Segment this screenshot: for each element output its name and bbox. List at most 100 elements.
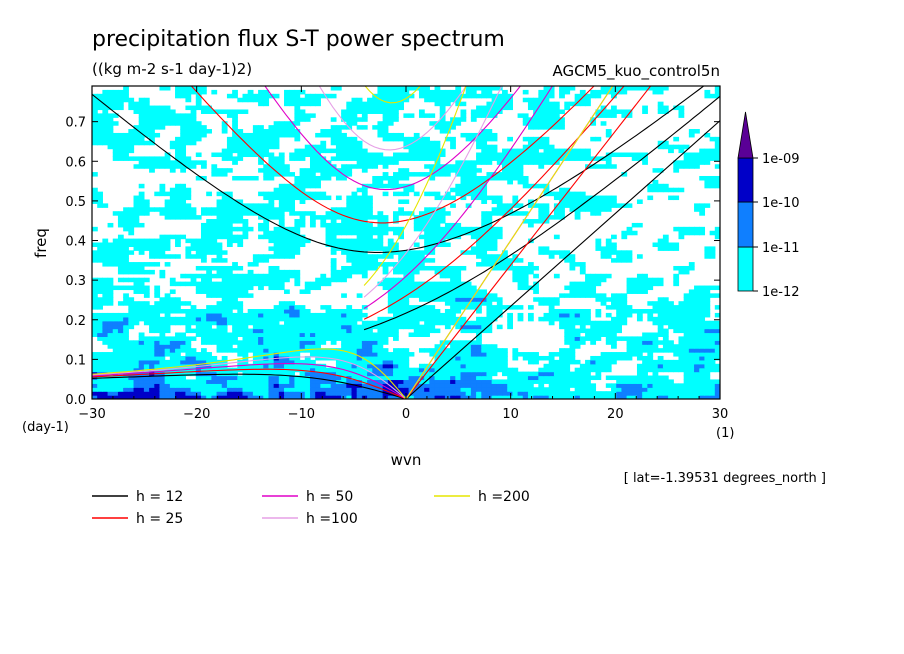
power-cell: [398, 207, 404, 212]
power-cell: [465, 348, 472, 353]
power-cell: [408, 320, 415, 326]
power-cell: [460, 226, 467, 232]
power-cell: [356, 207, 363, 212]
power-cell: [616, 387, 622, 392]
power-cell: [585, 375, 591, 381]
power-cell: [377, 316, 384, 322]
power-cell: [335, 168, 342, 173]
power-cell: [263, 281, 270, 287]
power-cell: [128, 395, 135, 399]
power-cell: [450, 297, 456, 302]
power-cell: [185, 215, 192, 220]
power-cell: [356, 250, 363, 255]
power-cell: [346, 254, 353, 259]
power-cell: [278, 156, 285, 161]
power-cell: [159, 309, 166, 314]
power-cell: [92, 328, 98, 334]
power-cell: [185, 379, 192, 384]
power-cell: [496, 324, 503, 330]
power-cell: [320, 144, 327, 150]
power-cell: [164, 324, 171, 330]
power-cell: [102, 328, 109, 334]
power-cell: [242, 312, 249, 318]
power-cell: [418, 375, 425, 381]
power-cell: [232, 238, 238, 244]
power-cell: [341, 207, 347, 212]
power-cell: [403, 352, 410, 357]
power-cell: [154, 387, 161, 392]
power-cell: [216, 242, 223, 248]
power-cell: [631, 379, 638, 384]
power-cell: [413, 132, 420, 138]
power-cell: [382, 285, 389, 291]
power-cell: [533, 359, 539, 365]
power-cell: [284, 363, 290, 369]
power-cell: [175, 160, 181, 165]
power-cell: [159, 113, 166, 118]
power-cell: [694, 301, 700, 306]
power-cell: [200, 132, 207, 138]
power-cell: [699, 207, 706, 212]
power-cell: [387, 391, 394, 396]
power-cell: [678, 230, 685, 236]
power-cell: [268, 132, 275, 138]
power-cell: [180, 117, 187, 122]
power-cell: [673, 387, 680, 392]
power-cell: [346, 203, 353, 208]
power-cell: [439, 121, 446, 126]
power-cell: [579, 199, 586, 204]
power-cell: [206, 222, 212, 228]
power-cell: [470, 168, 477, 173]
power-cell: [92, 105, 98, 111]
power-cell: [694, 363, 700, 369]
power-cell: [159, 191, 166, 197]
power-cell: [481, 383, 488, 388]
power-cell: [538, 113, 545, 118]
power-cell: [418, 215, 425, 220]
power-cell: [548, 367, 555, 373]
power-cell: [465, 367, 472, 373]
power-cell: [206, 211, 212, 216]
power-cell: [455, 375, 462, 381]
power-cell: [143, 379, 150, 384]
power-cell: [657, 379, 664, 384]
power-cell: [434, 375, 441, 381]
power-cell: [278, 125, 285, 130]
power-cell: [237, 293, 244, 298]
power-cell: [356, 234, 363, 240]
power-cell: [133, 359, 140, 365]
power-cell: [284, 301, 290, 306]
power-cell: [216, 230, 223, 236]
power-cell: [621, 293, 628, 298]
power-cell: [512, 352, 519, 357]
power-cell: [616, 152, 622, 158]
power-cell: [226, 242, 233, 248]
power-cell: [175, 234, 181, 240]
power-cell: [553, 387, 560, 392]
power-cell: [559, 355, 565, 361]
power-cell: [673, 168, 680, 173]
power-cell: [460, 230, 467, 236]
power-cell: [470, 250, 477, 255]
power-cell: [668, 379, 674, 384]
power-cell: [709, 340, 716, 345]
power-cell: [387, 332, 394, 337]
power-cell: [413, 371, 420, 377]
power-cell: [278, 379, 285, 384]
power-cell: [309, 352, 316, 357]
power-cell: [268, 230, 275, 236]
power-cell: [642, 285, 648, 291]
power-cell: [393, 179, 399, 185]
power-cell: [553, 371, 560, 377]
power-cell: [450, 230, 456, 236]
power-cell: [278, 328, 285, 334]
power-cell: [341, 109, 347, 114]
power-cell: [284, 183, 290, 189]
power-cell: [382, 246, 389, 251]
power-cell: [117, 250, 124, 255]
power-cell: [133, 301, 140, 306]
power-cell: [164, 352, 171, 357]
power-cell: [330, 219, 337, 224]
power-cell: [211, 305, 218, 310]
power-cell: [605, 340, 612, 345]
